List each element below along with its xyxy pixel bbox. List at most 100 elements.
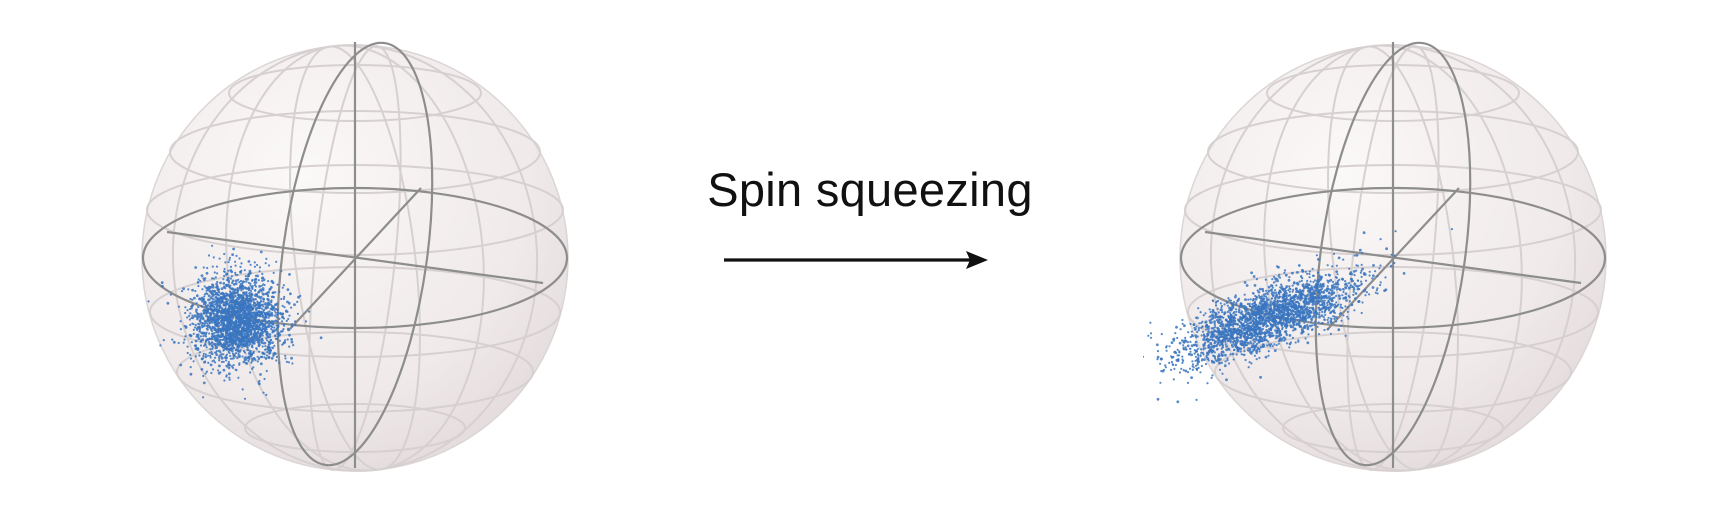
spin-sample-point [1172, 363, 1175, 367]
spin-sample-point [1215, 319, 1219, 322]
spin-sample-point [1335, 264, 1338, 267]
spin-sample-point [194, 355, 197, 358]
spin-sample-point [225, 303, 228, 306]
spin-sample-point [207, 288, 211, 291]
spin-sample-point [308, 310, 311, 313]
spin-sample-point [1181, 318, 1184, 322]
spin-sample-point [253, 278, 256, 281]
spin-sample-point [1262, 297, 1266, 301]
spin-sample-point [229, 354, 232, 358]
spin-sample-point [1256, 327, 1259, 330]
spin-sample-point [1200, 348, 1203, 351]
spin-sample-point [211, 244, 214, 247]
spin-sample-point [237, 320, 240, 324]
spin-sample-point [223, 252, 226, 256]
spin-sample-point [206, 266, 209, 270]
spin-sample-point [1305, 310, 1309, 313]
spin-sample-point [1308, 314, 1312, 318]
spin-sample-point [1216, 307, 1219, 310]
spin-sample-point [1269, 328, 1273, 332]
spin-sample-point [1379, 281, 1382, 284]
spin-sample-point [1361, 251, 1364, 254]
spin-sample-point [1364, 294, 1367, 297]
sphere-longitude-grid [1209, 44, 1577, 472]
spin-sample-point [261, 287, 265, 290]
spin-sample-point [1262, 293, 1265, 296]
spin-sample-point [231, 335, 235, 338]
spin-sample-point [1266, 292, 1269, 296]
spin-sample-point [171, 338, 174, 341]
spin-sample-point [1328, 297, 1331, 300]
spin-sample-point [210, 371, 213, 375]
spin-sample-point [1218, 361, 1221, 365]
spin-sample-point [1274, 304, 1278, 308]
spin-sample-point [267, 301, 270, 305]
spin-sample-point [1287, 278, 1291, 282]
spin-sample-point [1346, 284, 1349, 288]
spin-sample-point [245, 356, 248, 359]
spin-sample-point [1234, 323, 1237, 326]
spin-sample-point [1335, 301, 1338, 304]
spin-sample-point [1179, 328, 1182, 331]
spin-sample-point [1283, 339, 1286, 342]
spin-sample-point [199, 314, 202, 317]
spin-sample-point [1294, 305, 1297, 308]
spin-sample-point [1248, 336, 1251, 340]
spin-sample-point [1304, 308, 1307, 311]
spin-sample-point [1244, 358, 1247, 362]
spin-sample-point [1260, 305, 1263, 308]
spin-sample-point [1222, 331, 1226, 335]
spin-sample-point [245, 362, 249, 365]
spin-sample-point [225, 353, 228, 356]
spin-sample-point [1299, 293, 1303, 297]
spin-sample-point [1218, 318, 1221, 321]
spin-sample-point [1358, 248, 1362, 252]
spin-sample-point [1226, 359, 1229, 362]
spin-sample-point [249, 371, 252, 374]
spin-sample-point [1292, 281, 1296, 285]
spin-sample-point [277, 312, 280, 315]
spin-sample-point [1328, 295, 1331, 299]
spin-sample-point [1259, 336, 1262, 339]
spin-sample-point [147, 300, 150, 303]
spin-sample-point [1320, 291, 1324, 294]
spin-sample-point [222, 353, 225, 356]
spin-sample-point [236, 336, 240, 339]
spin-sample-point [260, 322, 263, 325]
spin-sample-point [1227, 339, 1230, 342]
spin-sample-point [278, 333, 281, 337]
spin-sample-point [228, 372, 231, 376]
spin-sample-point [1172, 339, 1176, 342]
spin-sample-point [1269, 331, 1272, 334]
spin-sample-point [1229, 316, 1233, 320]
spin-sample-point [227, 269, 230, 272]
spin-sample-point [1358, 284, 1361, 287]
spin-sample-point [1254, 337, 1258, 340]
spin-sample-point [1281, 287, 1285, 291]
spin-sample-point [1320, 314, 1324, 317]
spin-sample-point [266, 335, 269, 338]
spin-sample-point [1253, 338, 1256, 341]
spin-sample-point [238, 362, 241, 365]
spin-sample-point [213, 319, 217, 322]
spin-sample-point [1297, 302, 1301, 305]
spin-sample-point [261, 338, 264, 341]
spin-sample-point [1247, 337, 1250, 340]
spin-sample-point [245, 280, 248, 283]
spin-sample-point [1281, 311, 1284, 314]
spin-sample-point [1240, 353, 1243, 356]
spin-sample-point [1273, 343, 1276, 346]
spin-sample-point [242, 280, 245, 283]
spin-sample-point [240, 289, 243, 292]
spin-sample-point [1187, 371, 1190, 374]
spin-sample-point [267, 320, 271, 323]
spin-sample-point [1336, 286, 1339, 289]
spin-sample-point [230, 270, 234, 274]
spin-sample-point [1317, 258, 1320, 261]
spin-sample-point [224, 337, 227, 341]
spin-sample-point [212, 256, 215, 259]
spin-sample-point [233, 339, 237, 343]
spin-sample-point [239, 308, 242, 311]
spin-sample-point [237, 349, 240, 352]
spin-sample-point [1280, 308, 1283, 311]
